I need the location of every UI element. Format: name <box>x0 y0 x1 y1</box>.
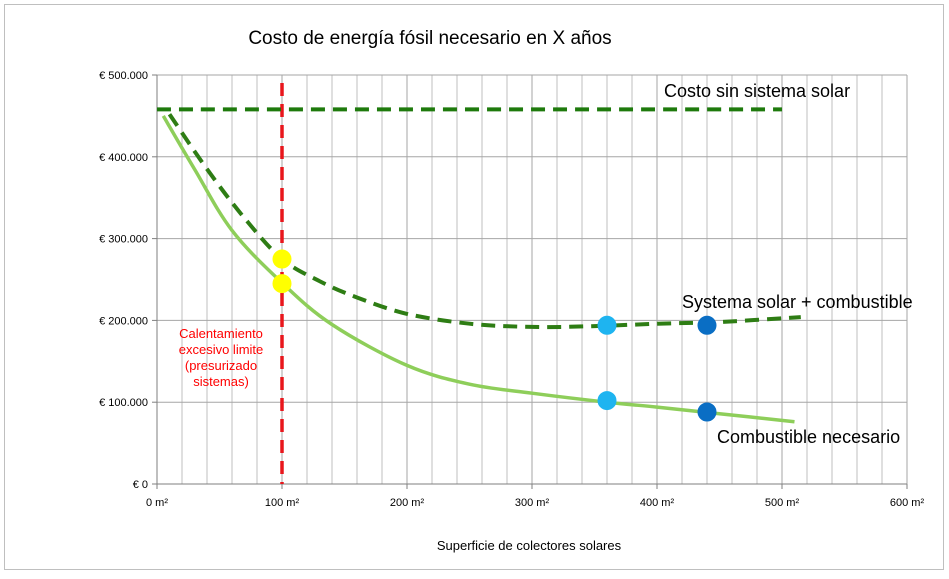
series-line-combustible-necesario <box>161 115 795 424</box>
chart-container: Costo de energía fósil necesario en X añ… <box>4 4 944 570</box>
data-marker <box>597 391 617 411</box>
y-tick-label: € 200.000 <box>99 315 148 327</box>
x-tick-label: 600 m² <box>890 497 925 509</box>
data-marker <box>697 315 717 335</box>
y-tick-label: € 400.000 <box>99 152 148 164</box>
data-marker <box>272 249 292 269</box>
x-tick-label: 400 m² <box>640 497 675 509</box>
limit-annotation-line: excesivo limite <box>179 342 264 357</box>
series-label: Systema solar + combustible <box>682 292 913 312</box>
y-tick-label: € 100.000 <box>99 397 148 409</box>
marker-group <box>272 249 717 422</box>
y-tick-label: € 300.000 <box>99 234 148 246</box>
series-label-group: Costo sin sistema solar Systema solar + c… <box>664 81 913 447</box>
data-marker <box>597 315 617 335</box>
data-marker <box>697 402 717 422</box>
chart-svg: Costo de energía fósil necesario en X añ… <box>99 28 925 553</box>
series-label: Costo sin sistema solar <box>664 81 850 101</box>
limit-annotation-line: Calentamiento <box>179 326 263 341</box>
data-marker <box>272 274 292 294</box>
y-tick-label: € 500.000 <box>99 70 148 82</box>
x-tick-label: 300 m² <box>515 497 550 509</box>
limit-annotation-line: (presurizado <box>185 358 257 373</box>
series-group <box>157 107 801 424</box>
limit-annotation-line: sistemas) <box>193 374 249 389</box>
x-tick-label: 100 m² <box>265 497 300 509</box>
grid <box>157 74 908 484</box>
x-tick-label: 0 m² <box>146 497 168 509</box>
limit-annotation: Calentamiento excesivo limite (presurizado… <box>179 326 264 389</box>
x-tick-label: 200 m² <box>390 497 425 509</box>
y-tick-label: € 0 <box>133 479 148 491</box>
chart-title: Costo de energía fósil necesario en X añ… <box>248 28 611 49</box>
x-tick-label: 500 m² <box>765 497 800 509</box>
series-label: Combustible necesario <box>717 427 900 447</box>
limit-line-group: Calentamiento excesivo limite (presurizado… <box>179 83 284 484</box>
x-axis-label: Superficie de colectores solares <box>437 538 622 553</box>
series-line-solar-combustible <box>167 113 801 330</box>
